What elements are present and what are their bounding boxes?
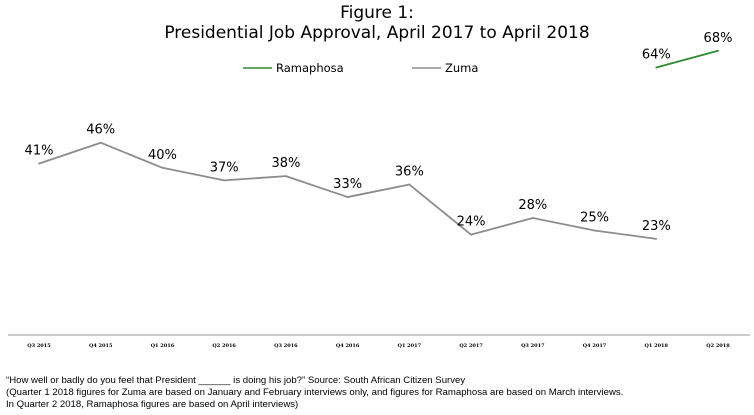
- x-tick-label-q4-2017: Q4 2017: [583, 343, 607, 349]
- x-tick-label-q3-2015: Q3 2015: [27, 343, 51, 349]
- zuma-point-q2-2017: [470, 233, 472, 236]
- zuma-label-q4-2016: 33%: [333, 177, 362, 192]
- x-tick-label-q3-2016: Q3 2016: [274, 343, 298, 349]
- x-tick-label-q2-2016: Q2 2016: [212, 343, 236, 349]
- ramaphosa-line: [656, 49, 719, 69]
- x-tick-label-q4-2015: Q4 2015: [89, 343, 113, 349]
- zuma-label-q1-2017: 36%: [395, 165, 424, 180]
- zuma-label-q4-2015: 46%: [86, 123, 115, 138]
- zuma-point-q3-2017: [531, 217, 534, 219]
- chart-subtitle: Presidential Job Approval, April 2017 to…: [164, 23, 589, 43]
- x-tick-label-q4-2016: Q4 2016: [336, 343, 360, 349]
- ramaphosa-label-q2-2018: 68%: [704, 31, 733, 46]
- zuma-label-q4-2017: 25%: [580, 211, 609, 226]
- zuma-point-q1-2018: [655, 237, 658, 240]
- zuma-point-q3-2016: [285, 175, 287, 178]
- zuma-label-q1-2018: 23%: [642, 219, 671, 234]
- legend-label-ramaphosa: Ramaphosa: [276, 61, 344, 75]
- ramaphosa-point-q1-2018: [655, 66, 658, 69]
- survey-question-note: “How well or badly do you feel that Pres…: [6, 375, 466, 386]
- chart-notes: “How well or badly do you feel that Pres…: [6, 375, 750, 411]
- x-tick-label-q1-2017: Q1 2017: [398, 343, 422, 349]
- ramaphosa-label-q1-2018: 64%: [642, 47, 671, 62]
- zuma-point-q3-2015: [38, 162, 40, 165]
- x-tick-label-q1-2018: Q1 2018: [645, 343, 669, 349]
- zuma-point-q1-2016: [161, 166, 164, 169]
- x-tick-label-q2-2018: Q2 2018: [706, 343, 730, 349]
- zuma-point-q4-2016: [346, 196, 349, 198]
- zuma-point-q2-2016: [223, 179, 226, 182]
- x-tick-labels: Q3 2015 Q4 2015 Q1 2016 Q2 2016 Q3 2016 Q4 20…: [27, 343, 730, 349]
- x-tick-label-q1-2016: Q1 2016: [151, 343, 175, 349]
- zuma-label-q3-2015: 41%: [25, 144, 54, 159]
- legend-label-zuma: Zuma: [445, 61, 478, 75]
- quarter-1-note: (Quarter 1 2018 figures for Zuma are bas…: [6, 387, 624, 398]
- zuma-point-q1-2017: [408, 183, 411, 186]
- legend: Ramaphosa Zuma: [243, 61, 478, 75]
- data-labels: 64% 68% 41% 46% 40% 37% 38% 33% 36% 24% 28% 25% 23%: [25, 31, 733, 234]
- zuma-label-q2-2017: 24%: [457, 215, 486, 230]
- ramaphosa-point-q2-2018: [717, 49, 719, 52]
- x-tick-label-q3-2017: Q3 2017: [521, 343, 545, 349]
- zuma-label-q3-2017: 28%: [518, 198, 547, 213]
- zuma-label-q2-2016: 37%: [210, 160, 239, 175]
- zuma-label-q1-2016: 40%: [148, 148, 177, 163]
- zuma-point-q4-2015: [99, 141, 102, 144]
- zuma-label-q3-2016: 38%: [271, 156, 300, 171]
- chart-title: Figure 1:: [340, 3, 414, 23]
- series-layer: [38, 49, 719, 240]
- quarter-2-note: In Quarter 2 2018, Ramaphosa figures are…: [6, 399, 299, 410]
- zuma-point-q4-2017: [593, 229, 596, 232]
- x-tick-label-q2-2017: Q2 2017: [459, 343, 483, 349]
